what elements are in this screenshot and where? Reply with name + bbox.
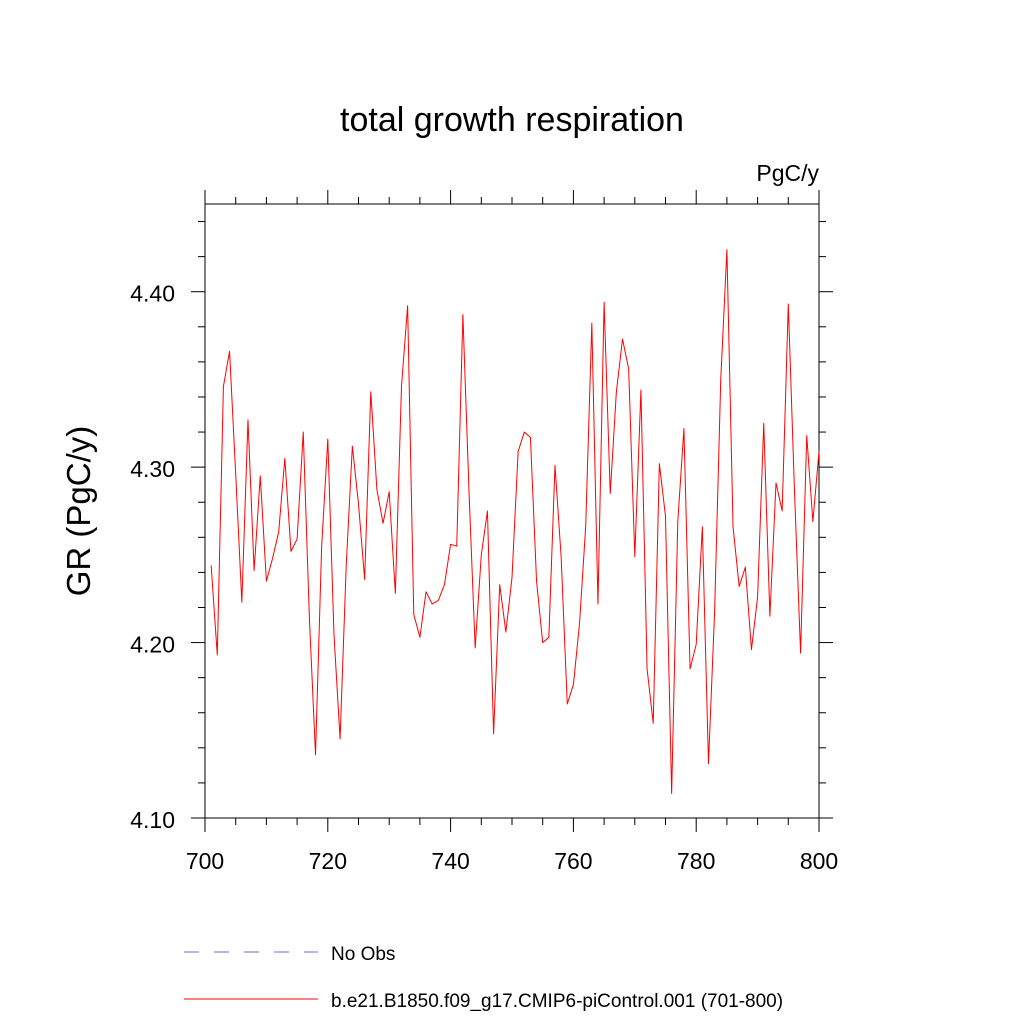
x-tick-label: 740 <box>431 848 469 874</box>
x-tick-label: 800 <box>800 848 838 874</box>
plot-border <box>204 203 820 819</box>
y-tick-label: 4.10 <box>130 807 175 833</box>
y-axis-label: GR (PgC/y) <box>60 426 97 597</box>
y-tick-label: 4.40 <box>130 281 175 307</box>
x-tick-label: 780 <box>677 848 715 874</box>
legend-label-0: No Obs <box>331 944 395 965</box>
plot-frame <box>204 203 820 819</box>
legend-label-1: b.e21.B1850.f09_g17.CMIP6-piControl.001 … <box>331 991 783 1012</box>
axis-ticks <box>191 190 833 832</box>
legend: No Obs b.e21.B1850.f09_g17.CMIP6-piContro… <box>184 944 783 1012</box>
x-tick-label: 720 <box>309 848 347 874</box>
axis-tick-labels: 700 720 740 760 780 800 4.10 4.20 4.30 4.40 <box>130 281 838 874</box>
y-tick-label: 4.20 <box>130 632 175 658</box>
units-label: PgC/y <box>756 160 819 186</box>
x-tick-label: 760 <box>554 848 592 874</box>
chart-title: total growth respiration <box>340 101 684 139</box>
series-line-1 <box>210 249 820 794</box>
x-tick-label: 700 <box>186 848 224 874</box>
y-tick-label: 4.30 <box>130 456 175 482</box>
series-layer <box>210 249 820 794</box>
